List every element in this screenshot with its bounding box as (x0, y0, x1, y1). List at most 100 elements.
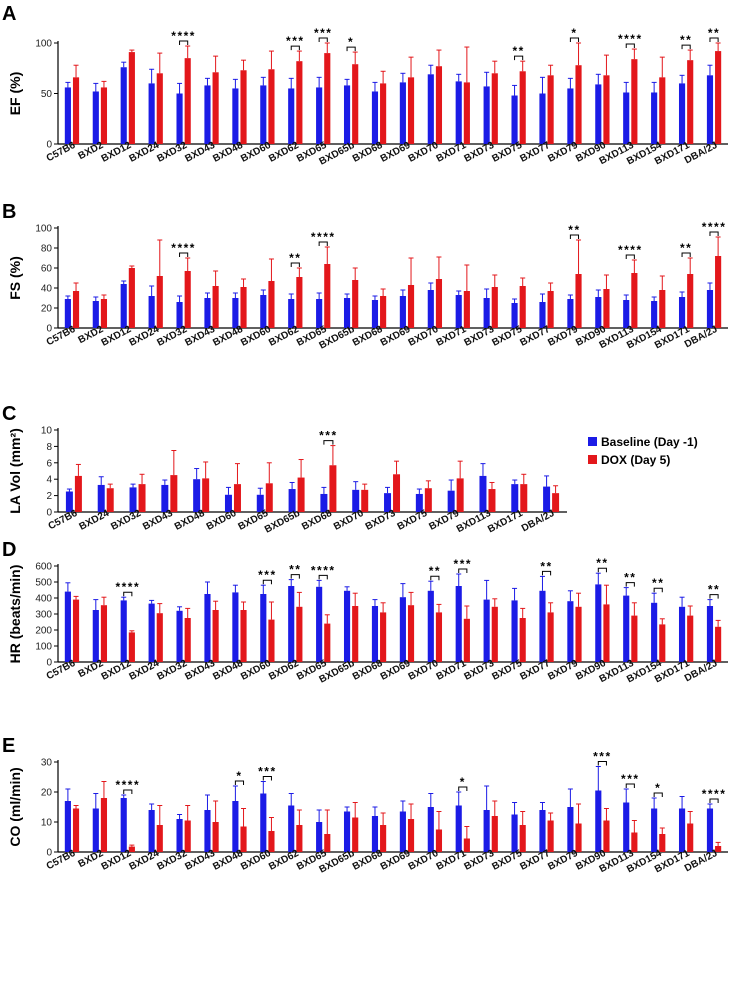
bar-baseline-bxd43 (161, 484, 169, 512)
bar-dox-dba-2j (715, 846, 722, 852)
significance-bracket (179, 252, 189, 257)
bar-baseline-bxd65 (256, 494, 264, 512)
significance-bracket (179, 40, 189, 46)
significance-bracket (430, 575, 440, 581)
significance-bracket (123, 789, 133, 794)
significance-label: **** (171, 241, 196, 255)
significance-bracket (709, 594, 719, 599)
bar-dox-bxd77 (547, 75, 554, 144)
bar-dox-bxd69 (407, 819, 415, 852)
bar-dox-bxd154 (659, 624, 666, 662)
y-tick-label: 20 (41, 304, 53, 315)
bar-dox-bxd43 (170, 475, 178, 512)
bar-dox-bxd70 (361, 489, 369, 512)
bar-dox-bxd65 (324, 53, 331, 144)
bar-dox-bxd32 (184, 58, 191, 144)
significance-label: ** (708, 583, 720, 597)
y-tick-label: 100 (35, 224, 52, 235)
bar-baseline-bxd32 (176, 93, 183, 144)
y-tick-label: 0 (46, 848, 52, 859)
bar-dox-bxd32 (138, 484, 146, 512)
significance-bracket (653, 792, 663, 797)
bar-dox-bxd171 (687, 274, 694, 328)
significance-label: **** (618, 243, 643, 257)
bar-baseline-bxd24 (148, 296, 155, 328)
bar-baseline-bxd68 (371, 91, 379, 144)
bar-dox-bxd73 (491, 816, 498, 852)
y-tick-label: 100 (35, 39, 52, 50)
bar-baseline-bxd60 (260, 594, 267, 662)
panel-letter: B (2, 201, 16, 223)
significance-label: ** (289, 251, 301, 265)
bar-dox-bxd65 (324, 834, 331, 852)
bar-baseline-dba-2j (706, 606, 714, 662)
bar-baseline-bxd48 (232, 801, 239, 852)
bar-dox-bxd65b (352, 280, 359, 328)
bar-baseline-bxd65 (316, 87, 323, 144)
bar-dox-bxd113 (488, 489, 496, 512)
significance-label: ** (708, 26, 720, 40)
bar-baseline-bxd69 (399, 296, 406, 328)
bar-baseline-c57b6 (64, 299, 71, 328)
bar-dox-bxd71 (463, 618, 470, 662)
bar-dox-bxd71 (463, 291, 470, 328)
y-tick-label: 4 (46, 475, 52, 486)
bar-dox-bxd68 (380, 83, 387, 144)
significance-bracket (458, 786, 468, 791)
bar-dox-bxd68 (380, 825, 387, 852)
bar-baseline-bxd154 (651, 301, 658, 328)
bar-dox-bxd90 (603, 820, 610, 852)
bar-dox-bxd48 (240, 826, 247, 852)
y-tick-label: 60 (41, 264, 53, 275)
bar-baseline-bxd171 (678, 808, 686, 852)
bar-baseline-bxd32 (176, 302, 183, 328)
significance-bracket (346, 46, 356, 52)
y-tick-label: 80 (41, 244, 53, 255)
bar-dox-bxd65b (297, 477, 305, 512)
bar-dox-bxd68 (380, 296, 387, 328)
bar-dox-bxd68 (380, 612, 387, 662)
significance-label: *** (258, 568, 277, 582)
bar-baseline-bxd113 (623, 595, 630, 662)
chart-legend: Baseline (Day -1) DOX (Day 5) (588, 435, 698, 467)
bar-dox-bxd60 (268, 69, 275, 144)
significance-label: **** (702, 220, 727, 234)
significance-label: **** (618, 32, 643, 46)
bar-dox-bxd65 (265, 483, 273, 512)
significance-label: ** (568, 223, 580, 237)
bar-dox-bxd12 (128, 52, 135, 145)
bar-dox-bxd75 (519, 71, 526, 144)
bar-dox-bxd32 (184, 271, 191, 328)
bar-dox-dba-2j (715, 256, 722, 328)
bar-baseline-bxd24 (148, 83, 155, 144)
significance-bracket (597, 567, 607, 573)
bar-baseline-bxd62 (288, 805, 295, 852)
bar-dox-bxd48 (240, 610, 247, 662)
significance-bracket (262, 776, 272, 781)
bar-dox-bxd113 (631, 615, 638, 662)
bar-dox-bxd70 (435, 829, 443, 852)
significance-bracket (234, 780, 245, 785)
bar-baseline-bxd65 (316, 586, 323, 662)
significance-bracket (323, 440, 334, 445)
bar-baseline-bxd73 (483, 86, 490, 144)
y-axis-label: HR (beats/min) (7, 565, 23, 664)
bar-baseline-bxd65b (288, 489, 296, 512)
bar-dox-c57b6 (74, 475, 82, 512)
bar-baseline-bxd12 (120, 600, 127, 662)
significance-label: *** (454, 557, 473, 571)
significance-label: **** (702, 787, 727, 801)
bar-dox-bxd43 (212, 610, 219, 662)
bar-dox-bxd73 (491, 287, 498, 328)
bar-dox-bxd62 (296, 825, 303, 852)
bar-baseline-bxd68 (371, 606, 379, 662)
bar-dox-bxd65b (352, 64, 359, 144)
bar-baseline-dba-2j (706, 290, 714, 328)
significance-bracket (541, 570, 552, 576)
bar-baseline-bxd2 (92, 91, 99, 144)
significance-bracket (709, 231, 719, 236)
bar-baseline-bxd79 (567, 601, 574, 662)
bar-baseline-c57b6 (65, 491, 73, 512)
bar-dox-bxd60 (233, 484, 241, 512)
